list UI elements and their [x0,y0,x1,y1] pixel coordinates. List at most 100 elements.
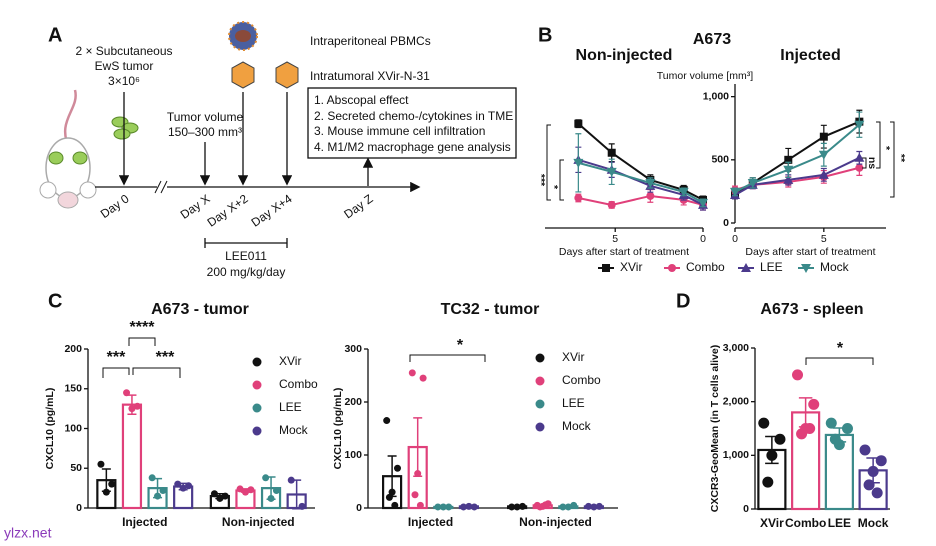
legend-marker [535,422,545,432]
mouse [39,89,97,209]
y-axis-label: CXCR3-GeoMean (in T cells alive) [709,345,721,512]
data-point [221,492,229,500]
legend-label: LEE [562,396,585,410]
marker [573,158,584,168]
data-point [585,502,592,510]
diagram-text: LEE011 [225,249,267,263]
data-point [859,444,871,456]
y-tick-label: 1,000 [703,90,729,102]
data-point [841,423,853,434]
readout: 3. Mouse immune cell infiltration [314,124,485,138]
sig-bracket [132,367,181,378]
marker [741,263,751,272]
y-tick-label: 2,000 [723,395,749,407]
data-point [394,464,401,472]
tumor-cells [111,116,139,140]
data-point [179,484,187,492]
panel-title: A673 [693,31,731,48]
data-point [298,502,306,510]
data-point [774,433,786,445]
diagram-text: EwS tumor [95,59,154,73]
drug-bracket [204,238,288,248]
data-point [383,417,391,425]
chart-title: Injected [780,47,840,64]
sig-bracket [890,121,895,198]
data-point [408,369,416,377]
data-point [416,501,424,509]
data-point [875,455,887,467]
data-point [241,488,249,496]
diagram-text: Intratumoral XVir-N-31 [310,69,430,83]
data-point [385,493,393,501]
y-tick-label: 0 [356,502,362,514]
y-tick-label: 300 [344,343,362,355]
legend-label: XVir [562,350,584,364]
legend-label: XVir [620,260,642,274]
marker [730,187,740,197]
x-tick-label: Non-injected [222,515,295,529]
diagram-text: 2 × Subcutaneous [75,44,172,58]
sig-label: * [457,337,464,354]
x-tick-label: Mock [858,516,889,530]
data-point [871,487,883,499]
marker [854,152,865,162]
readout: 1. Abscopal effect [314,93,409,107]
data-point [247,486,255,494]
x-tick-label: 0 [732,233,738,245]
data-point [762,476,774,488]
y-tick-label: 500 [711,154,729,166]
x-tick-label: Combo [785,516,826,530]
watermark: ylzx.net [4,525,52,541]
marker [574,119,583,128]
y-tick-label: 0 [76,502,82,514]
y-tick-label: 50 [70,462,82,474]
data-point [210,490,218,498]
marker [818,150,829,160]
sig-bracket [805,357,874,365]
data-point [216,494,224,502]
sig-bracket [876,121,881,169]
legend-label: Combo [686,260,725,274]
legend-marker [252,357,262,367]
x-tick-label: Injected [408,515,453,529]
data-point [262,474,270,482]
data-point [470,503,478,511]
panel-letter: C [48,290,62,312]
data-point [867,465,879,477]
panel-letter: B [538,24,552,46]
y-tick-label: 1,000 [723,449,749,461]
day-label: Day 0 [98,191,132,221]
sig-bracket [128,337,156,346]
data-point [508,503,516,511]
sig-label: **** [130,319,156,336]
y-axis-label: CXCL10 (pg/mL) [332,388,344,470]
data-point [758,417,770,429]
data-point [804,423,816,434]
x-tick-label: 5 [612,233,618,245]
data-point [236,485,244,493]
x-axis-label: Days after start of treatment [559,246,689,258]
sig-bracket [102,367,130,378]
sig-label: *** [107,349,126,366]
sig-label: * [837,340,844,357]
marker [783,174,794,184]
data-point [272,487,280,495]
data-point [829,433,841,445]
y-tick-label: 200 [344,396,362,408]
panel-letter: A [48,24,62,46]
marker [606,167,617,177]
x-tick-label: XVir [760,516,784,530]
data-point [434,503,442,511]
data-point [564,503,572,511]
legend-marker [252,426,262,436]
data-point [108,480,116,488]
y-tick-label: 3,000 [723,342,749,354]
chart-title: A673 - tumor [151,301,249,318]
pbmc-icon [228,21,258,51]
data-point [411,491,419,499]
data-point [513,503,521,511]
marker [698,198,708,208]
legend-marker [535,353,545,363]
y-tick-label: 0 [723,217,729,229]
